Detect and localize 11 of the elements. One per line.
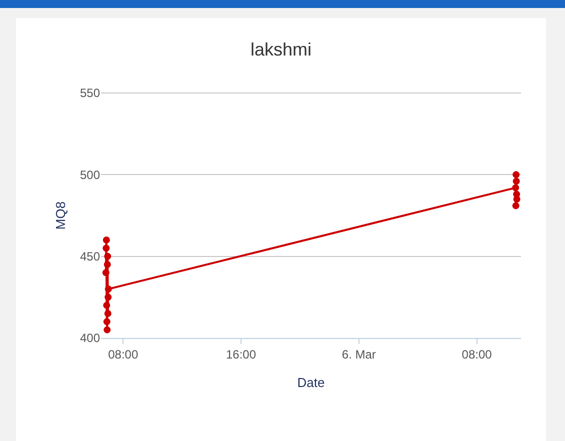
x-tick-label: 08:00 (462, 347, 492, 362)
x-tick-label: 16:00 (226, 347, 256, 362)
y-tick-label: 400 (80, 331, 100, 346)
x-axis-title: Date (297, 375, 325, 390)
x-tick-label: 08:00 (108, 347, 138, 362)
chart-title: lakshmi (250, 40, 312, 60)
y-axis-title: MQ8 (53, 201, 68, 230)
x-tick-label: 6. Mar (342, 347, 376, 362)
y-tick-label: 450 (80, 250, 100, 264)
y-tick-label: 500 (80, 168, 100, 182)
y-tick-label: 550 (80, 86, 100, 100)
